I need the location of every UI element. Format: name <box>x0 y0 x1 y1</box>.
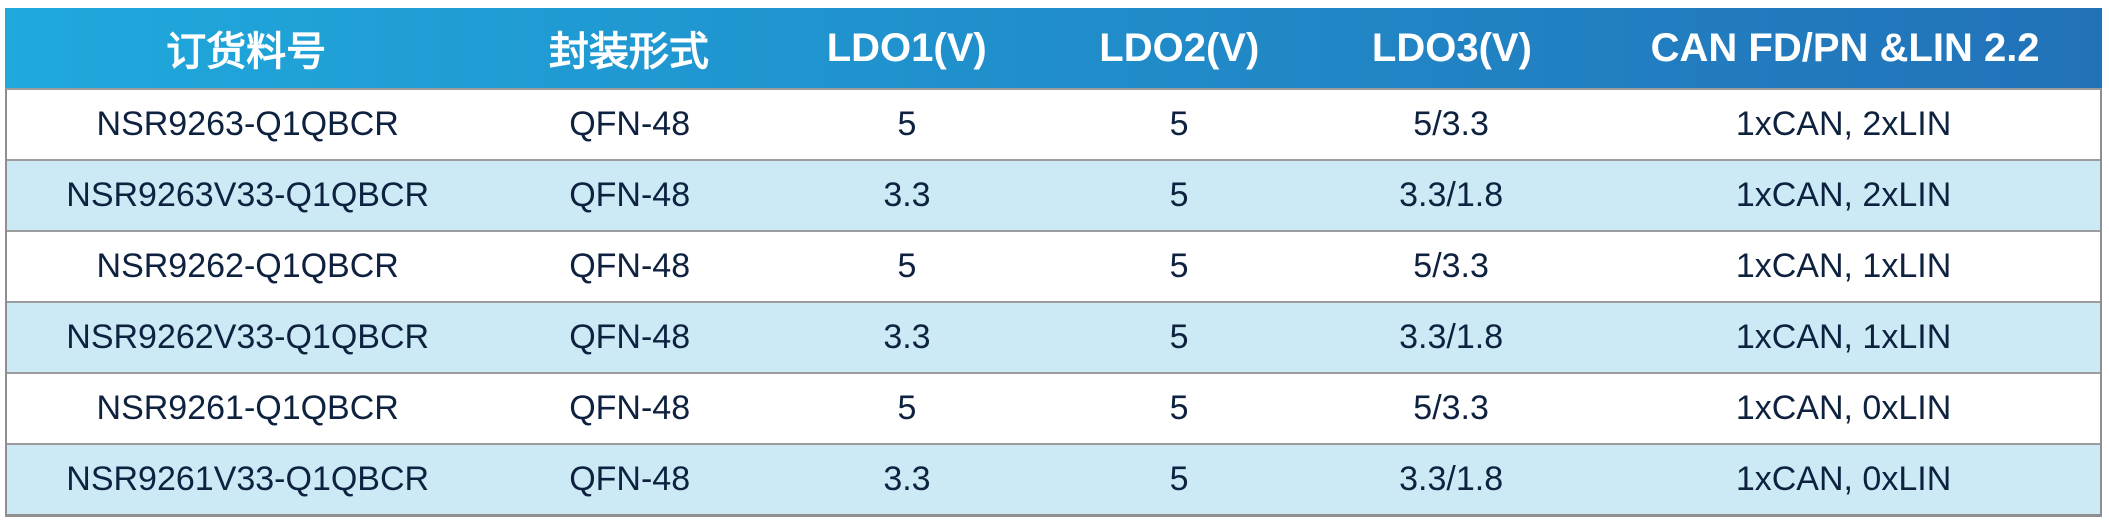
cell-ldo3: 5/3.3 <box>1413 247 1489 285</box>
cell-ldo3: 3.3/1.8 <box>1399 176 1504 214</box>
cell-ldo3: 3.3/1.8 <box>1399 318 1504 356</box>
cell-package: QFN-48 <box>569 247 691 285</box>
cell-package: QFN-48 <box>569 318 691 356</box>
cell-can-lin: 1xCAN, 1xLIN <box>1735 318 1952 356</box>
cell-part-number: NSR9263-Q1QBCR <box>96 105 399 143</box>
cell-package: QFN-48 <box>569 389 691 427</box>
table-row: NSR9262-Q1QBCR QFN-48 5 5 5/3.3 1xCAN, 1… <box>7 232 2100 303</box>
cell-ldo3: 3.3/1.8 <box>1399 460 1504 498</box>
table-row: NSR9261-Q1QBCR QFN-48 5 5 5/3.3 1xCAN, 0… <box>7 374 2100 445</box>
cell-ldo2: 5 <box>1169 318 1189 356</box>
cell-part-number: NSR9262-Q1QBCR <box>96 247 399 285</box>
cell-ldo3: 5/3.3 <box>1413 105 1489 143</box>
cell-ldo1: 3.3 <box>883 460 931 498</box>
header-cell-part-number: 订货料号 <box>166 30 327 74</box>
cell-ldo1: 5 <box>897 389 917 427</box>
cell-can-lin: 1xCAN, 2xLIN <box>1735 176 1952 214</box>
cell-package: QFN-48 <box>569 105 691 143</box>
cell-package: QFN-48 <box>569 176 691 214</box>
cell-part-number: NSR9261V33-Q1QBCR <box>66 460 430 498</box>
cell-ldo1: 3.3 <box>883 176 931 214</box>
header-cell-ldo3: LDO3(V) <box>1371 25 1532 70</box>
cell-can-lin: 1xCAN, 0xLIN <box>1735 389 1952 427</box>
table-row: NSR9263-Q1QBCR QFN-48 5 5 5/3.3 1xCAN, 2… <box>7 90 2100 161</box>
cell-can-lin: 1xCAN, 2xLIN <box>1735 105 1952 143</box>
cell-ldo2: 5 <box>1169 105 1189 143</box>
header-cell-package: 封装形式 <box>548 30 709 74</box>
cell-part-number: NSR9263V33-Q1QBCR <box>66 176 430 214</box>
cell-ldo2: 5 <box>1169 176 1189 214</box>
cell-package: QFN-48 <box>569 460 691 498</box>
cell-ldo1: 3.3 <box>883 318 931 356</box>
table-row: NSR9262V33-Q1QBCR QFN-48 3.3 5 3.3/1.8 1… <box>7 303 2100 374</box>
cell-can-lin: 1xCAN, 0xLIN <box>1735 460 1952 498</box>
header-cell-ldo2: LDO2(V) <box>1099 25 1260 70</box>
product-ordering-table: 订货料号 封装形式 LDO1(V) LDO2(V) LDO3(V) CAN FD… <box>5 8 2102 517</box>
cell-can-lin: 1xCAN, 1xLIN <box>1735 247 1952 285</box>
cell-ldo1: 5 <box>897 247 917 285</box>
header-cell-ldo1: LDO1(V) <box>826 25 987 70</box>
cell-part-number: NSR9261-Q1QBCR <box>96 389 399 427</box>
header-cell-can-lin: CAN FD/PN &LIN 2.2 <box>1650 25 2040 70</box>
cell-ldo2: 5 <box>1169 460 1189 498</box>
cell-part-number: NSR9262V33-Q1QBCR <box>66 318 430 356</box>
table-row: NSR9263V33-Q1QBCR QFN-48 3.3 5 3.3/1.8 1… <box>7 161 2100 232</box>
cell-ldo2: 5 <box>1169 247 1189 285</box>
table-header-row: 订货料号 封装形式 LDO1(V) LDO2(V) LDO3(V) CAN FD… <box>5 8 2102 88</box>
table-row: NSR9261V33-Q1QBCR QFN-48 3.3 5 3.3/1.8 1… <box>7 445 2100 514</box>
cell-ldo1: 5 <box>897 105 917 143</box>
table-body: NSR9263-Q1QBCR QFN-48 5 5 5/3.3 1xCAN, 2… <box>5 88 2102 517</box>
cell-ldo3: 5/3.3 <box>1413 389 1489 427</box>
cell-ldo2: 5 <box>1169 389 1189 427</box>
